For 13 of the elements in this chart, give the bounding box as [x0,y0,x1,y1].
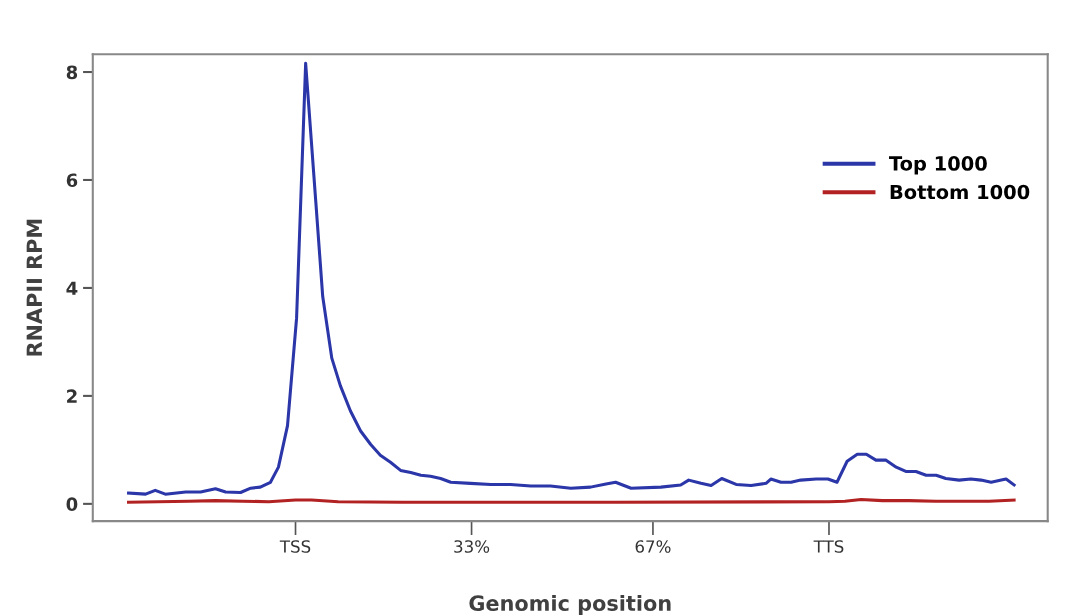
x-axis-title: Genomic position [469,594,671,616]
x-tick-label: 33% [454,540,490,553]
y-tick-label: 6 [66,173,78,188]
x-tick-label: TTS [813,540,844,553]
x-tick-label: 67% [635,540,671,553]
y-tick-label: 8 [66,65,78,80]
y-tick-label: 4 [66,281,78,295]
y-tick-label: 2 [67,389,77,403]
y-axis-title: RNAPII RPM [26,219,42,356]
x-tick-label: TSS [279,540,311,553]
legend-label: Bottom 1000 [890,184,1030,200]
y-tick-label: 0 [66,497,78,511]
legend-label: Top 1000 [889,156,987,175]
